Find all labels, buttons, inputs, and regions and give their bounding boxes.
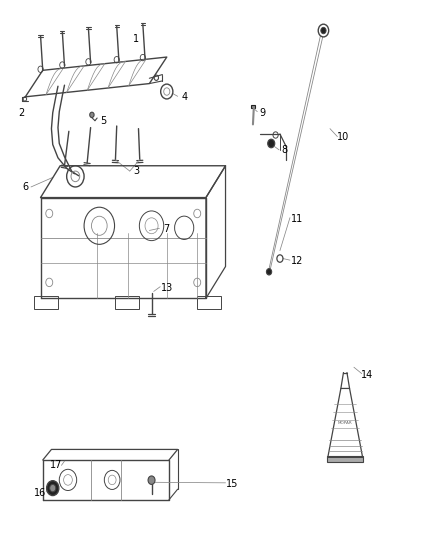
Circle shape <box>321 27 326 34</box>
Text: 11: 11 <box>291 214 304 224</box>
Text: 14: 14 <box>361 370 373 380</box>
Bar <box>34 296 58 309</box>
Text: 10: 10 <box>337 132 349 142</box>
Text: 3: 3 <box>133 166 139 176</box>
Text: 4: 4 <box>181 92 187 102</box>
Circle shape <box>148 476 155 484</box>
Circle shape <box>318 24 328 37</box>
Text: 17: 17 <box>49 461 62 470</box>
Text: 15: 15 <box>226 479 238 489</box>
Text: 8: 8 <box>281 145 287 155</box>
Circle shape <box>266 269 272 275</box>
Circle shape <box>49 484 56 492</box>
Bar <box>115 296 139 309</box>
Text: 5: 5 <box>101 116 107 126</box>
Text: 1: 1 <box>133 34 139 44</box>
Text: 16: 16 <box>35 488 47 498</box>
Circle shape <box>268 139 275 148</box>
Text: 9: 9 <box>259 108 265 118</box>
Text: 6: 6 <box>22 182 28 192</box>
Bar <box>327 456 364 462</box>
Circle shape <box>47 481 59 496</box>
Text: 7: 7 <box>164 224 170 235</box>
Text: MOPAR: MOPAR <box>338 421 353 425</box>
Bar <box>197 296 221 309</box>
Bar <box>251 106 255 109</box>
Text: 13: 13 <box>161 282 173 293</box>
Text: 12: 12 <box>291 256 304 266</box>
Text: 2: 2 <box>18 108 24 118</box>
Circle shape <box>90 112 94 117</box>
